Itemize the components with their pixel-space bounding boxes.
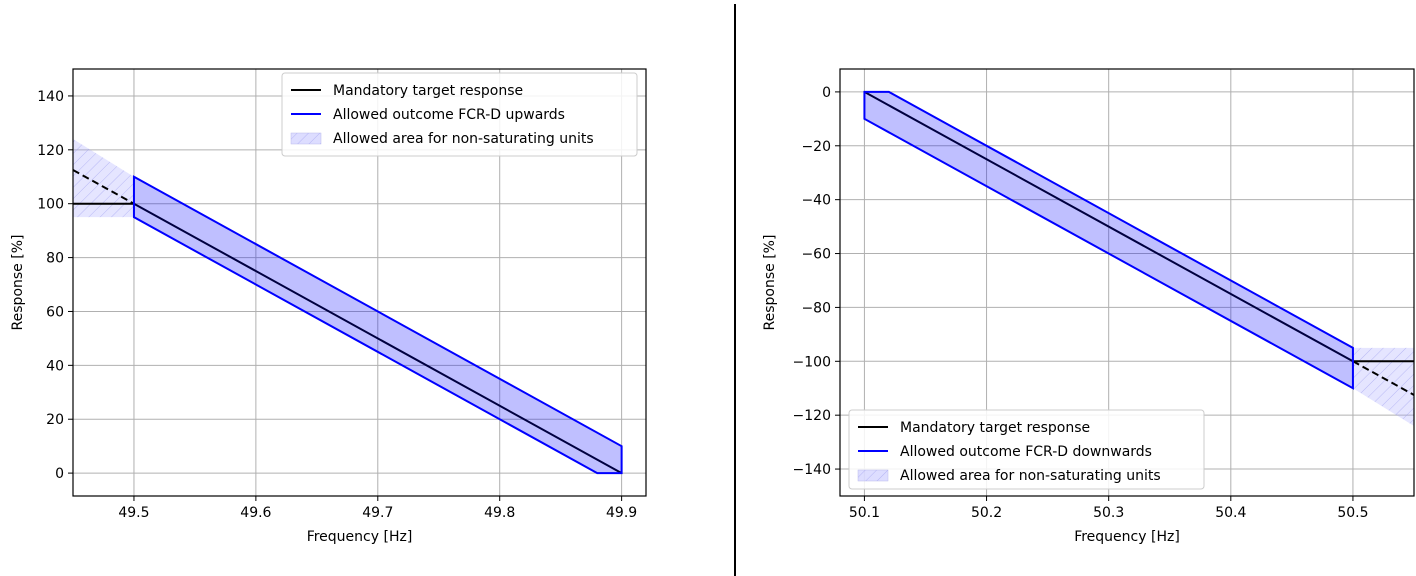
c1-allowed-outcome-band xyxy=(863,90,1354,390)
c1-axes-frame xyxy=(839,68,1415,497)
c1-target-extension-dashed xyxy=(1352,360,1414,396)
c1-non-saturating-area-hatch xyxy=(1352,347,1414,426)
c1-y-tick-label: −100 xyxy=(793,354,831,370)
c1-legend-label: Mandatory target response xyxy=(900,420,1090,436)
c0-legend-label: Mandatory target response xyxy=(333,83,523,99)
c0-x-axis-label: Frequency [Hz] xyxy=(307,529,413,545)
c1-x-tick-label: 50.3 xyxy=(1093,505,1124,521)
c1-y-tick-label: −40 xyxy=(801,193,831,209)
c0-y-tick-label: 140 xyxy=(37,89,64,105)
c1-legend: Mandatory target response Allowed outcome… xyxy=(848,409,1205,490)
c1-y-tick-label: −80 xyxy=(801,300,831,316)
c0-y-tick-label: 0 xyxy=(55,466,64,482)
c0-y-tick-label: 120 xyxy=(37,143,64,159)
c1-y-tick-label: −120 xyxy=(793,408,831,424)
c0-x-tick-label: 49.5 xyxy=(118,505,149,521)
c1-y-tick-label: −20 xyxy=(801,139,831,155)
c0-legend: Mandatory target response Allowed outcome… xyxy=(281,72,638,157)
c1-x-tick-label: 50.2 xyxy=(971,505,1002,521)
c0-y-tick-label: 80 xyxy=(46,251,64,267)
c0-x-tick-label: 49.8 xyxy=(484,505,515,521)
c0-y-tick-label: 100 xyxy=(37,197,64,213)
c0-x-tick-label: 49.7 xyxy=(362,505,393,521)
c1-x-axis-label: Frequency [Hz] xyxy=(1074,529,1180,545)
c0-axes-frame xyxy=(72,68,647,497)
c0-y-tick-label: 40 xyxy=(46,358,64,374)
c0-x-tick-label: 49.9 xyxy=(606,505,637,521)
c0-legend-box xyxy=(281,72,638,157)
chart-upwards: 49.5 49.6 49.7 49.8 49.9 0 20 40 60 80 100 120 140 Fr… xyxy=(10,68,647,545)
chart-downwards: 50.1 50.2 50.3 50.4 50.5 0 −20 −40 −60 −80 −100 −12… xyxy=(762,68,1415,545)
c0-legend-label: Allowed area for non-saturating units xyxy=(333,131,594,147)
c1-legend-swatch-hatch xyxy=(858,470,888,481)
c0-legend-label: Allowed outcome FCR-D upwards xyxy=(333,107,565,123)
c0-non-saturating-area-hatch xyxy=(73,139,134,218)
c0-y-tick-label: 20 xyxy=(46,412,64,428)
c1-y-axis-label: Response [%] xyxy=(762,235,778,331)
c1-y-tick-label: −140 xyxy=(793,462,831,478)
c1-legend-box xyxy=(848,409,1205,490)
c1-y-tick-label: 0 xyxy=(822,85,831,101)
c1-x-tick-label: 50.5 xyxy=(1337,505,1368,521)
c0-allowed-outcome-band xyxy=(132,175,623,475)
c1-x-tick-label: 50.1 xyxy=(849,505,880,521)
c1-x-tick-label: 50.4 xyxy=(1215,505,1246,521)
c0-y-tick-label: 60 xyxy=(46,304,64,320)
c0-target-extension-dashed xyxy=(73,169,135,205)
c1-legend-label: Allowed area for non-saturating units xyxy=(900,468,1161,484)
c0-x-tick-label: 49.6 xyxy=(240,505,271,521)
c0-y-axis-label: Response [%] xyxy=(10,235,26,331)
c0-legend-swatch-hatch xyxy=(291,133,321,144)
c1-y-tick-label: −60 xyxy=(801,247,831,263)
c1-legend-label: Allowed outcome FCR-D downwards xyxy=(900,444,1152,460)
